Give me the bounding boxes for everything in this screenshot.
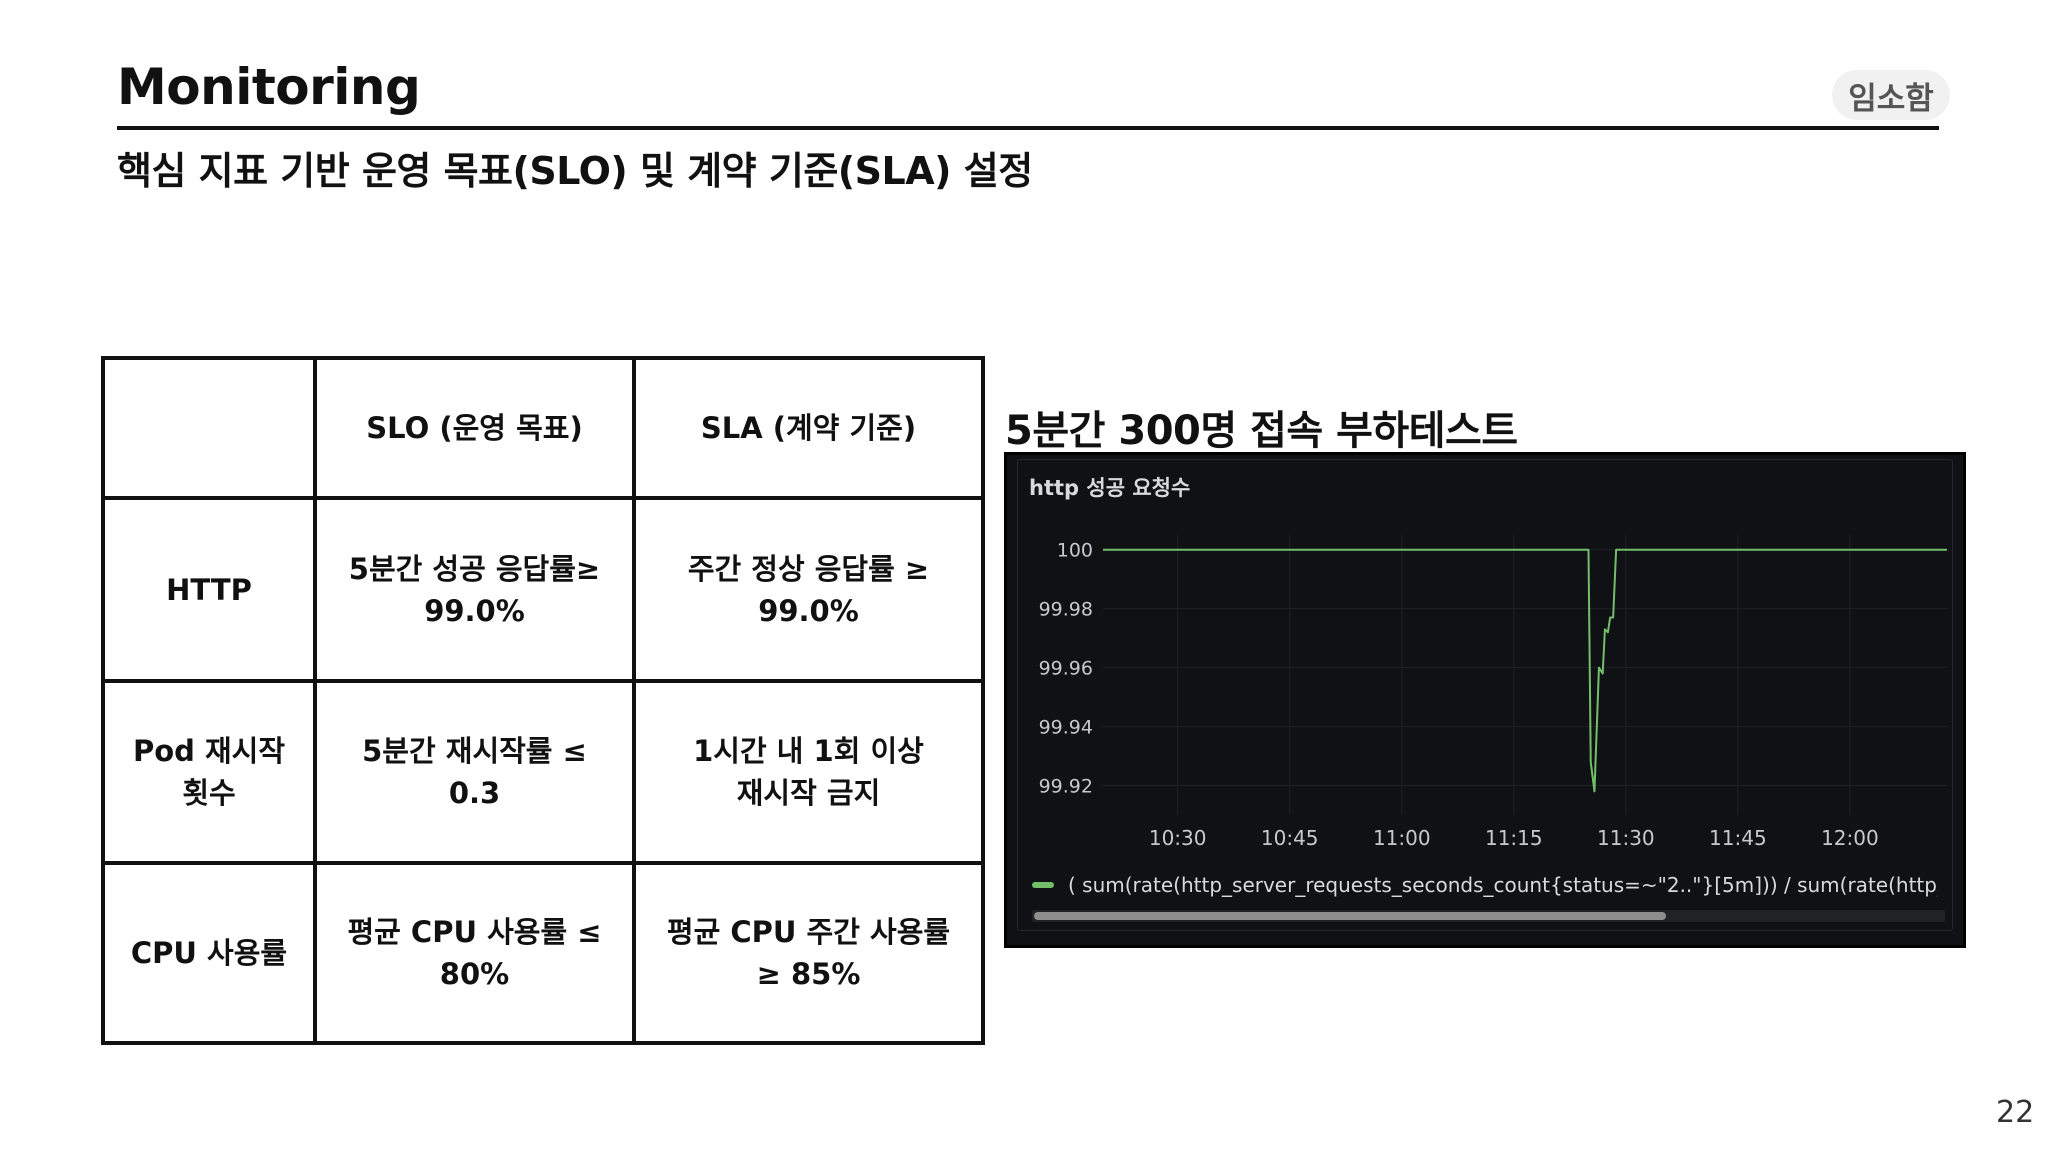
slo-sla-table: SLO (운영 목표) SLA (계약 기준) HTTP 5분간 성공 응답률≥… xyxy=(101,356,985,1045)
x-tick-label: 11:15 xyxy=(1485,826,1543,850)
x-tick-label: 10:30 xyxy=(1149,826,1207,850)
y-tick-label: 99.92 xyxy=(1039,776,1093,798)
cell-text: 5분간 성공 응답률≥ xyxy=(348,551,601,586)
cell-text: 99.0% xyxy=(424,593,525,628)
line-chart: 10:30 10:45 11:00 11:15 11:30 11:45 12:00 100 99… xyxy=(1039,535,1947,850)
panel-frame xyxy=(1017,459,1953,931)
cell-text: 주간 정상 응답률 ≥ xyxy=(687,551,930,586)
title-divider xyxy=(117,126,1939,130)
x-tick-label: 11:45 xyxy=(1709,826,1767,850)
y-tick-label: 100 xyxy=(1057,540,1093,562)
chart-legend[interactable]: ( sum(rate(http_server_requests_seconds_… xyxy=(1032,873,1937,897)
slo-cell: 평균 CPU 사용률 ≤ 80% xyxy=(313,861,636,1045)
table-row: HTTP 5분간 성공 응답률≥ 99.0% 주간 정상 응답률 ≥ 99.0% xyxy=(101,496,985,683)
slide-subtitle: 핵심 지표 기반 운영 목표(SLO) 및 계약 기준(SLA) 설정 xyxy=(117,149,1033,193)
x-tick-label: 12:00 xyxy=(1821,826,1879,850)
metric-cell: HTTP xyxy=(101,496,317,683)
cell-text: 재시작 금지 xyxy=(736,776,881,810)
sla-cell: 평균 CPU 주간 사용률 ≥ 85% xyxy=(632,861,985,1045)
panel-title[interactable]: http 성공 요청수 xyxy=(1029,476,1191,500)
metric-cell: Pod 재시작 횟수 xyxy=(101,679,317,865)
cell-text: CPU 사용률 xyxy=(130,936,288,970)
table-row: Pod 재시작 횟수 5분간 재시작률 ≤ 0.3 1시간 내 1회 이상 재시… xyxy=(101,679,985,865)
y-tick-label: 99.98 xyxy=(1039,599,1093,621)
metric-cell: CPU 사용률 xyxy=(101,861,317,1045)
legend-swatch xyxy=(1032,882,1054,888)
table-header-row: SLO (운영 목표) SLA (계약 기준) xyxy=(101,356,985,500)
cell-text: HTTP xyxy=(166,572,252,607)
scrollbar-thumb[interactable] xyxy=(1034,912,1666,920)
page-number: 22 xyxy=(1996,1095,2035,1130)
x-tick-label: 11:30 xyxy=(1597,826,1655,850)
table-row: CPU 사용률 평균 CPU 사용률 ≤ 80% 평균 CPU 주간 사용률 ≥… xyxy=(101,861,985,1045)
grafana-panel: http 성공 요청수 10:30 10:45 11:00 11:15 11:30 11:… xyxy=(1004,452,1966,948)
cell-text: 5분간 재시작률 ≤ xyxy=(362,734,587,768)
cell-text: 평균 CPU 사용률 ≤ xyxy=(347,915,602,949)
table-header-cell xyxy=(101,356,317,500)
cell-text: 1시간 내 1회 이상 xyxy=(693,734,924,768)
legend-scrollbar[interactable] xyxy=(1032,910,1945,922)
cell-text: Pod 재시작 xyxy=(132,734,286,768)
legend-label[interactable]: ( sum(rate(http_server_requests_seconds_… xyxy=(1068,873,1937,897)
series-line xyxy=(1103,548,1947,793)
slo-cell: 5분간 재시작률 ≤ 0.3 xyxy=(313,679,636,865)
cell-text: ≥ 85% xyxy=(756,957,861,991)
table-header-cell: SLA (계약 기준) xyxy=(632,356,985,500)
cell-text: 99.0% xyxy=(758,593,859,628)
x-tick-label: 11:00 xyxy=(1373,826,1431,850)
sla-cell: 1시간 내 1회 이상 재시작 금지 xyxy=(632,679,985,865)
y-tick-label: 99.96 xyxy=(1039,658,1093,680)
chart-title: 5분간 300명 접속 부하테스트 xyxy=(1005,408,1518,454)
author-badge: 임소함 xyxy=(1832,70,1950,120)
sla-cell: 주간 정상 응답률 ≥ 99.0% xyxy=(632,496,985,683)
table-header-cell: SLO (운영 목표) xyxy=(313,356,636,500)
cell-text: 80% xyxy=(439,957,510,991)
cell-text: 횟수 xyxy=(182,776,236,810)
cell-text: 0.3 xyxy=(448,776,501,810)
x-tick-label: 10:45 xyxy=(1261,826,1319,850)
slo-cell: 5분간 성공 응답률≥ 99.0% xyxy=(313,496,636,683)
cell-text: 평균 CPU 주간 사용률 xyxy=(666,915,951,949)
y-tick-label: 99.94 xyxy=(1039,717,1093,739)
slide-title: Monitoring xyxy=(117,58,421,116)
